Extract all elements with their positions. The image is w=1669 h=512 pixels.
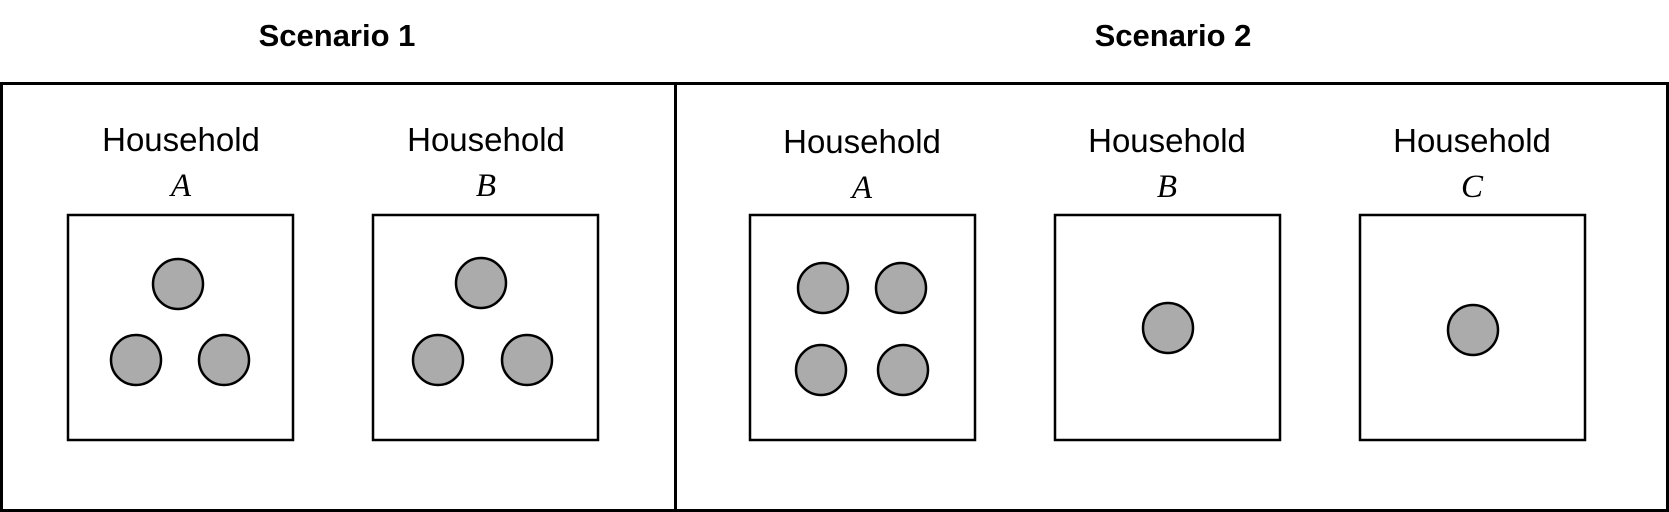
scenario-1-title: Scenario 1 <box>259 18 416 53</box>
household-label: Household <box>102 121 260 158</box>
household-member <box>454 256 508 310</box>
household-label: Household <box>407 121 565 158</box>
household-member <box>1446 303 1500 357</box>
household-box <box>371 213 600 442</box>
scenario-2-title: Scenario 2 <box>1095 18 1252 53</box>
household-member <box>500 333 554 387</box>
scenario-2-household-b: Household B <box>1053 122 1282 442</box>
scenario-2-household-a: Household A <box>748 123 977 442</box>
household-letter: B <box>1157 169 1177 205</box>
household-member <box>1141 301 1195 355</box>
household-member <box>411 333 465 387</box>
household-box <box>66 213 295 442</box>
household-member <box>109 333 163 387</box>
household-member <box>796 261 850 315</box>
household-member <box>876 343 930 397</box>
household-member <box>197 333 251 387</box>
household-letter: A <box>169 168 192 204</box>
scenario-2-household-c: Household C <box>1358 122 1587 442</box>
scenario-1-household-a: Household A <box>66 121 295 442</box>
household-letter: B <box>476 168 496 204</box>
household-label: Household <box>1088 122 1246 159</box>
household-member <box>794 343 848 397</box>
scenario-2-panel <box>674 82 1669 512</box>
household-member <box>874 261 928 315</box>
household-member <box>151 257 205 311</box>
household-letter: A <box>850 170 873 206</box>
scenario-1-household-b: Household B <box>371 121 600 442</box>
household-label: Household <box>1393 122 1551 159</box>
household-box <box>748 213 977 442</box>
household-letter: C <box>1461 169 1484 205</box>
household-label: Household <box>783 123 941 160</box>
